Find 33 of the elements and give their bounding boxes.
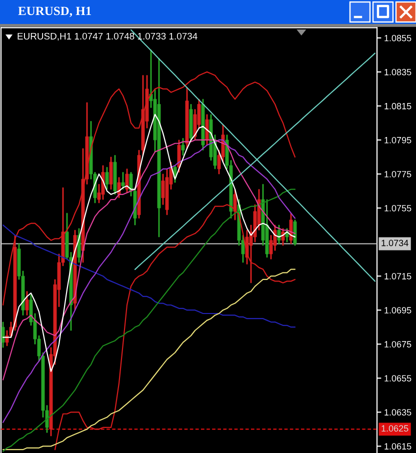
y-tick-label: 1.0715 — [384, 273, 412, 280]
y-tick-label: 1.0795 — [384, 136, 412, 144]
candlestick — [121, 172, 125, 190]
ref-line-label: 1.0734 — [382, 240, 408, 246]
y-tick-label: 1.0835 — [384, 68, 412, 76]
candlestick — [125, 168, 129, 193]
line-series — [2, 268, 296, 450]
candlestick — [105, 166, 109, 190]
y-tick-label: 1.0855 — [384, 34, 412, 42]
y-tick-label: 1.0755 — [384, 204, 412, 212]
candlestick — [113, 155, 117, 195]
candlestick — [201, 98, 205, 150]
candlestick — [181, 138, 185, 156]
line-series — [2, 188, 296, 452]
candlestick — [1, 322, 5, 348]
candlestick — [205, 114, 209, 146]
y-tick-label: 1.0675 — [384, 341, 412, 348]
y-tick-label: 1.0635 — [384, 409, 412, 416]
y-tick-label: 1.0815 — [384, 102, 412, 110]
y-tick-label: 1.0615 — [384, 443, 412, 450]
line-series — [2, 224, 296, 328]
candlestick — [189, 104, 193, 142]
y-tick-label: 1.0775 — [384, 170, 412, 178]
chart-title: EURUSD, H1 — [18, 6, 91, 17]
chart-subtitle: EURUSD,H1 1.0747 1.0748 1.0733 1.0734 — [18, 32, 198, 41]
candlestick — [109, 156, 113, 190]
y-tick-label: 1.0655 — [384, 375, 412, 382]
candlestick — [157, 58, 161, 238]
ref-line-label: 1.0625 — [382, 425, 408, 432]
y-tick-label: 1.0695 — [384, 307, 412, 314]
candlestick — [293, 220, 297, 246]
candlestick — [185, 87, 189, 149]
candlestick — [25, 291, 29, 316]
